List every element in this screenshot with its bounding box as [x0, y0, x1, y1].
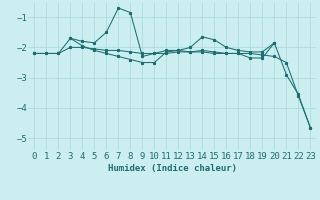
X-axis label: Humidex (Indice chaleur): Humidex (Indice chaleur) [108, 164, 237, 173]
